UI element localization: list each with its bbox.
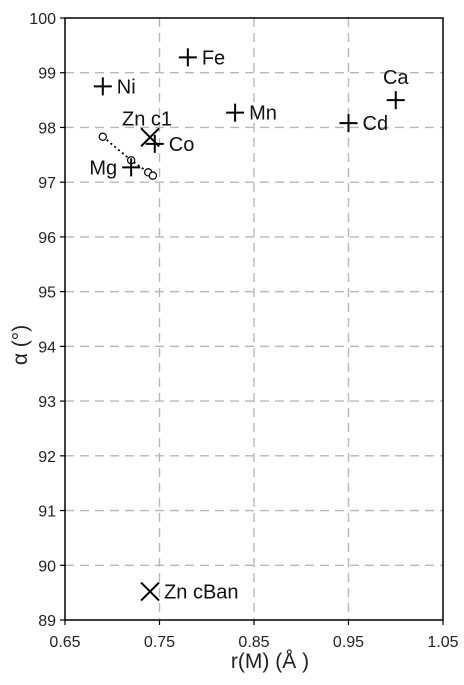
point-label-fe: Fe — [202, 47, 225, 69]
point-label-ni: Ni — [117, 76, 136, 98]
x-tick-label: 0.75 — [144, 634, 175, 651]
point-marker-ni — [93, 77, 112, 96]
y-tick-label: 91 — [38, 504, 56, 521]
point-label-zn-c1: Zn c1 — [122, 108, 172, 130]
y-tick-label: 93 — [38, 394, 56, 411]
point-marker-ca — [386, 91, 405, 110]
open-circle-point — [98, 132, 108, 141]
y-tick-label: 92 — [38, 449, 56, 466]
y-tick-label: 99 — [38, 66, 56, 83]
y-tick-label: 100 — [29, 11, 56, 28]
point-marker-cd — [339, 114, 358, 133]
x-tick-label: 0.85 — [238, 634, 269, 651]
x-axis-title: r(M) (Å ) — [230, 650, 310, 673]
y-axis-title: α (°) — [9, 324, 32, 366]
y-tick-label: 90 — [38, 558, 56, 575]
y-tick-label: 95 — [38, 285, 56, 302]
point-marker-co — [145, 134, 164, 153]
axis-ticks: 89 90 91 92 93 94 95 96 97 98 99 100 0.65 0.75 0.85 0.9… — [29, 11, 458, 651]
point-label-mn: Mn — [249, 103, 277, 125]
grid — [65, 18, 443, 620]
point-marker-mg — [122, 158, 141, 177]
point-label-ca: Ca — [383, 67, 409, 89]
point-label-co: Co — [169, 134, 195, 156]
point-marker-mn — [226, 103, 245, 122]
point-marker-zn-c1 — [140, 127, 160, 148]
x-tick-label: 0.95 — [333, 634, 364, 651]
y-tick-label: 96 — [38, 230, 56, 247]
point-label-zn-cban: Zn cBan — [164, 582, 238, 604]
point-marker-fe — [178, 48, 197, 67]
point-label-cd: Cd — [363, 113, 389, 135]
x-tick-label: 0.65 — [49, 634, 80, 651]
point-label-mg: Mg — [89, 157, 117, 179]
data-layer: Fe Ni Mn Ca Cd Co Mg Zn c1 Zn cBan — [89, 47, 409, 603]
y-tick-label: 98 — [38, 120, 56, 137]
point-marker-zn-cban — [140, 581, 160, 602]
x-tick-label: 1.05 — [427, 634, 458, 651]
open-circle-point — [148, 171, 158, 180]
y-tick-label: 97 — [38, 175, 56, 192]
y-tick-label: 94 — [38, 339, 56, 356]
y-tick-label: 89 — [38, 613, 56, 630]
